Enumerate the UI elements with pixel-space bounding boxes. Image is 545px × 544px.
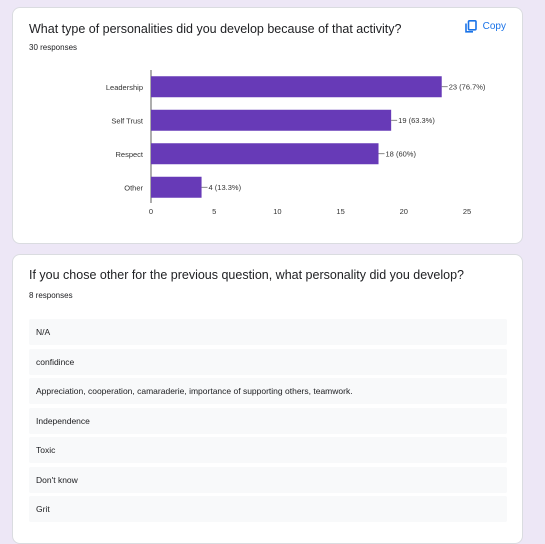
response-item: confidince: [29, 348, 507, 375]
response-item: Appreciation, cooperation, camaraderie, …: [29, 378, 507, 404]
question-card-personalities: What type of personalities did you devel…: [12, 7, 523, 244]
category-label: Respect: [115, 150, 143, 159]
x-tick-label: 5: [212, 207, 216, 216]
category-label: Other: [124, 183, 143, 192]
bar: [151, 109, 392, 131]
copy-label: Copy: [482, 21, 506, 32]
copy-chart-button[interactable]: Copy: [464, 20, 506, 33]
response-item: Toxic: [29, 437, 507, 463]
response-count: 30 responses: [29, 43, 78, 52]
question-title: What type of personalities did you devel…: [29, 22, 402, 36]
response-list: N/A confidince Appreciation, cooperation, …: [29, 319, 507, 526]
response-count: 8 responses: [29, 291, 73, 300]
question-title: If you chose other for the previous ques…: [29, 268, 464, 282]
copy-icon: [464, 20, 477, 33]
data-label: 18 (60%): [386, 150, 417, 159]
x-tick-label: 0: [149, 207, 153, 216]
data-label: 19 (63.3%): [398, 116, 435, 125]
x-tick-label: 10: [273, 207, 281, 216]
bar: [151, 76, 442, 98]
response-item: Independence: [29, 407, 507, 434]
response-item: N/A: [29, 319, 507, 345]
x-tick-label: 25: [463, 207, 471, 216]
x-tick-label: 15: [336, 207, 344, 216]
category-label: Self Trust: [111, 116, 144, 125]
response-item: Don't know: [29, 466, 507, 493]
data-label: 23 (76.7%): [449, 83, 486, 92]
question-card-other: If you chose other for the previous ques…: [12, 254, 523, 544]
data-label: 4 (13.3%): [209, 183, 242, 192]
bar-chart: Leadership 23 (76.7%) Self Trust 19 (63.3%)…: [106, 70, 486, 216]
category-label: Leadership: [106, 83, 143, 92]
bar: [151, 176, 202, 198]
bar: [151, 143, 379, 165]
response-item: Grit: [29, 496, 507, 522]
x-tick-label: 20: [400, 207, 408, 216]
